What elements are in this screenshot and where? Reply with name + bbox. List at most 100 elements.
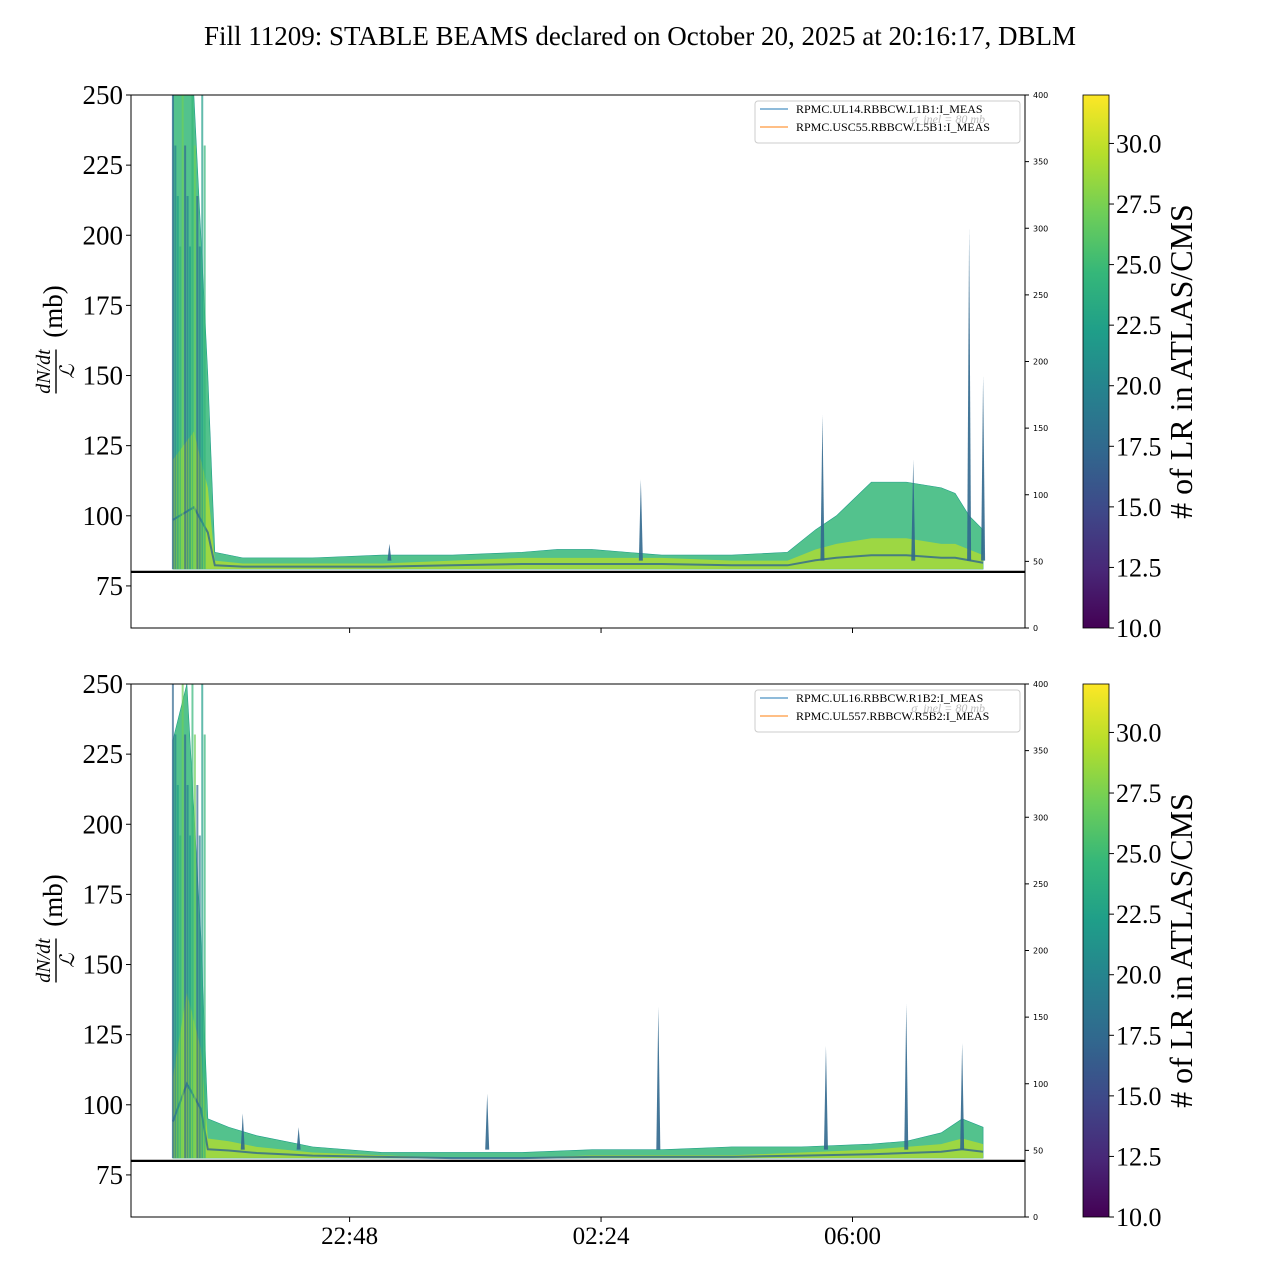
ghost-sigma-label: σ_inel = 80 mb bbox=[911, 701, 985, 715]
y-tick-label: 150 bbox=[83, 361, 124, 391]
colorbar-tick-label: 20.0 bbox=[1116, 372, 1162, 401]
x-tick-label: 02:24 bbox=[573, 1223, 630, 1250]
colorbar-tick-label: 15.0 bbox=[1116, 493, 1162, 522]
spike bbox=[485, 1093, 490, 1150]
spike bbox=[981, 375, 986, 561]
y-axis-label: dN/dt ℒ (mb) bbox=[33, 874, 79, 982]
colorbar-tick-label: 27.5 bbox=[1116, 779, 1162, 808]
spike bbox=[387, 543, 392, 561]
colorbar-tick-label: 10.0 bbox=[1116, 614, 1162, 643]
right-tick-label: 350 bbox=[1033, 158, 1048, 167]
colorbar-tick-label: 30.0 bbox=[1116, 129, 1162, 158]
y-label-denominator: ℒ bbox=[57, 953, 79, 968]
right-tick-label: 50 bbox=[1033, 1146, 1043, 1155]
top-panel: 250 225 200 175 150 125 100 75 400 350 300 250 200 15… bbox=[33, 80, 1199, 643]
y-tick-label: 250 bbox=[83, 669, 124, 699]
x-axis: 22:48 02:24 06:00 bbox=[321, 1223, 881, 1250]
y-label-numerator: dN/dt bbox=[33, 349, 55, 394]
bottom-panel: 250 225 200 175 150 125 100 75 400 350 300 250 200 15… bbox=[33, 669, 1199, 1232]
y-axis-label: dN/dt ℒ (mb) bbox=[33, 285, 79, 393]
y-tick-label: 100 bbox=[83, 501, 124, 531]
y-tick-label: 225 bbox=[83, 739, 124, 769]
right-tick-label: 50 bbox=[1033, 557, 1043, 566]
spike bbox=[967, 226, 972, 561]
y-tick-label: 125 bbox=[83, 431, 124, 461]
plot-area bbox=[171, 95, 986, 570]
legend-entry: RPMC.USC55.RBBCW.L5B1:I_MEAS bbox=[796, 120, 990, 134]
colorbar-tick-label: 22.5 bbox=[1116, 900, 1162, 929]
spike bbox=[960, 1043, 965, 1150]
y-tick-label: 75 bbox=[96, 571, 123, 601]
right-tick-label: 250 bbox=[1033, 291, 1048, 300]
y-label-unit: (mb) bbox=[38, 874, 68, 926]
right-tick-label: 300 bbox=[1033, 224, 1048, 233]
colorbar-tick-label: 17.5 bbox=[1116, 1021, 1162, 1050]
upper-envelope-area bbox=[172, 95, 984, 570]
y-tick-label: 200 bbox=[83, 809, 124, 839]
right-tick-label: 250 bbox=[1033, 880, 1048, 889]
colorbar bbox=[1082, 94, 1110, 629]
spike bbox=[296, 1127, 301, 1150]
right-tick-label: 150 bbox=[1033, 1013, 1048, 1022]
colorbar-tick-label: 17.5 bbox=[1116, 432, 1162, 461]
core-median-line bbox=[172, 505, 984, 568]
y-tick-label: 225 bbox=[83, 150, 124, 180]
spike bbox=[823, 1045, 828, 1150]
right-tick-label: 150 bbox=[1033, 424, 1048, 433]
y-tick-label: 100 bbox=[83, 1090, 124, 1120]
core-band-area bbox=[172, 992, 984, 1159]
x-tick-label: 22:48 bbox=[321, 1223, 378, 1250]
legend-entry: RPMC.UL16.RBBCW.R1B2:I_MEAS bbox=[796, 691, 983, 705]
y-tick-label: 125 bbox=[83, 1020, 124, 1050]
x-tick-label: 06:00 bbox=[824, 1223, 881, 1250]
figure-title: Fill 11209: STABLE BEAMS declared on Oct… bbox=[204, 21, 1076, 51]
colorbar-tick-label: 12.5 bbox=[1116, 1142, 1162, 1171]
colorbar-tick-label: 27.5 bbox=[1116, 190, 1162, 219]
y-label-numerator: dN/dt bbox=[33, 938, 55, 983]
colorbar-tick-label: 10.0 bbox=[1116, 1203, 1162, 1232]
legend-entry: RPMC.UL14.RBBCW.L1B1:I_MEAS bbox=[796, 102, 983, 116]
colorbar-tick-label: 22.5 bbox=[1116, 311, 1162, 340]
colorbar-tick-label: 12.5 bbox=[1116, 553, 1162, 582]
right-tick-label: 400 bbox=[1033, 680, 1048, 689]
y-label-unit: (mb) bbox=[38, 285, 68, 337]
y-tick-label: 200 bbox=[83, 220, 124, 250]
plot-area bbox=[171, 684, 984, 1160]
legend-box bbox=[754, 100, 1021, 144]
legend-entry: RPMC.UL557.RBBCW.R5B2:I_MEAS bbox=[796, 709, 989, 723]
legend-box bbox=[754, 689, 1021, 733]
spike bbox=[911, 459, 916, 561]
right-tick-label: 400 bbox=[1033, 91, 1048, 100]
colorbar-tick-label: 20.0 bbox=[1116, 961, 1162, 990]
colorbar-tick-label: 25.0 bbox=[1116, 251, 1162, 280]
y-tick-label: 75 bbox=[96, 1160, 123, 1190]
right-tick-label: 300 bbox=[1033, 813, 1048, 822]
colorbar-label: # of LR in ATLAS/CMS bbox=[1163, 793, 1199, 1108]
y-tick-label: 250 bbox=[83, 80, 124, 110]
spike bbox=[240, 1113, 245, 1150]
right-tick-label: 100 bbox=[1033, 1080, 1048, 1089]
y-tick-label: 150 bbox=[83, 950, 124, 980]
colorbar-tick-label: 30.0 bbox=[1116, 718, 1162, 747]
right-tick-label: 0 bbox=[1033, 624, 1038, 633]
upper-envelope-area bbox=[172, 684, 984, 1159]
spike bbox=[904, 1003, 909, 1150]
spike bbox=[820, 414, 825, 561]
right-tick-label: 200 bbox=[1033, 947, 1048, 956]
core-median-line bbox=[171, 1081, 984, 1160]
y-tick-label: 175 bbox=[83, 879, 124, 909]
spike bbox=[656, 1006, 661, 1150]
spike bbox=[638, 479, 643, 561]
y-label-denominator: ℒ bbox=[57, 364, 79, 379]
colorbar bbox=[1082, 683, 1110, 1218]
colorbar-tick-label: 25.0 bbox=[1116, 840, 1162, 869]
right-tick-label: 200 bbox=[1033, 358, 1048, 367]
colorbar-tick-label: 15.0 bbox=[1116, 1082, 1162, 1111]
right-tick-label: 350 bbox=[1033, 747, 1048, 756]
colorbar-label: # of LR in ATLAS/CMS bbox=[1163, 204, 1199, 519]
right-tick-label: 0 bbox=[1033, 1213, 1038, 1222]
ghost-sigma-label: σ_inel = 80 mb bbox=[911, 112, 985, 126]
y-tick-label: 175 bbox=[83, 290, 124, 320]
right-tick-label: 100 bbox=[1033, 491, 1048, 500]
